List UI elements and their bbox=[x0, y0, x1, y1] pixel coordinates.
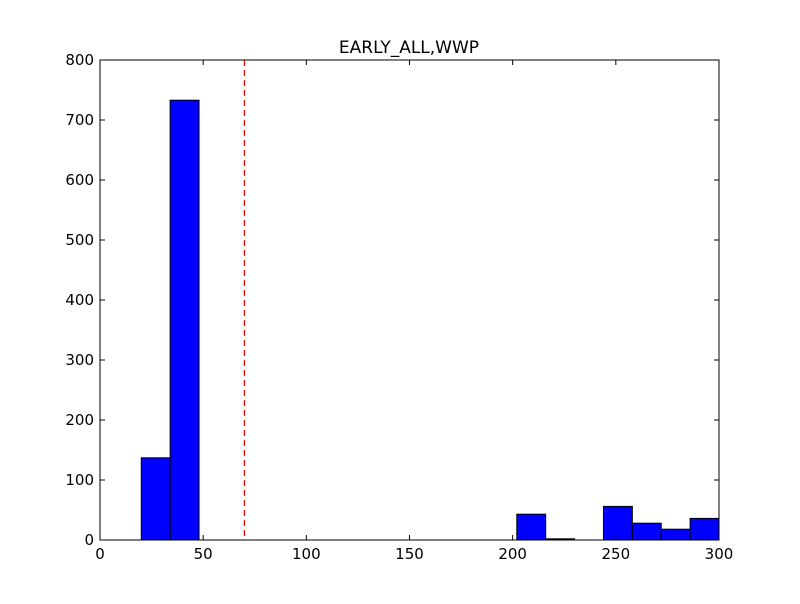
y-tick-label: 800 bbox=[65, 51, 94, 69]
y-axis: 0 100 200 300 400 500 600 700 800 bbox=[65, 51, 719, 549]
y-tick-label: 0 bbox=[84, 531, 94, 549]
x-tick-label: 150 bbox=[395, 545, 424, 563]
histogram-bar bbox=[140, 457, 171, 541]
chart-title: EARLY_ALL,WWP bbox=[339, 38, 479, 58]
x-tick-label: 250 bbox=[602, 545, 631, 563]
histogram-bar bbox=[516, 513, 547, 541]
x-tick-label: 200 bbox=[498, 545, 527, 563]
histogram-bar bbox=[602, 505, 633, 541]
histogram-bar bbox=[631, 522, 662, 541]
y-tick-label: 300 bbox=[65, 351, 94, 369]
x-tick-label: 0 bbox=[95, 545, 105, 563]
histogram-bar bbox=[169, 99, 200, 541]
x-axis: 0 50 100 150 200 250 300 bbox=[95, 60, 733, 563]
x-tick-label: 300 bbox=[705, 545, 734, 563]
y-tick-label: 100 bbox=[65, 471, 94, 489]
x-tick-label: 50 bbox=[194, 545, 213, 563]
y-tick-label: 200 bbox=[65, 411, 94, 429]
bars-group bbox=[140, 99, 720, 541]
y-tick-label: 500 bbox=[65, 231, 94, 249]
x-tick-label: 100 bbox=[292, 545, 321, 563]
histogram-bar bbox=[689, 517, 720, 541]
y-tick-label: 600 bbox=[65, 171, 94, 189]
y-tick-label: 700 bbox=[65, 111, 94, 129]
y-tick-label: 400 bbox=[65, 291, 94, 309]
histogram-bar bbox=[660, 528, 691, 541]
